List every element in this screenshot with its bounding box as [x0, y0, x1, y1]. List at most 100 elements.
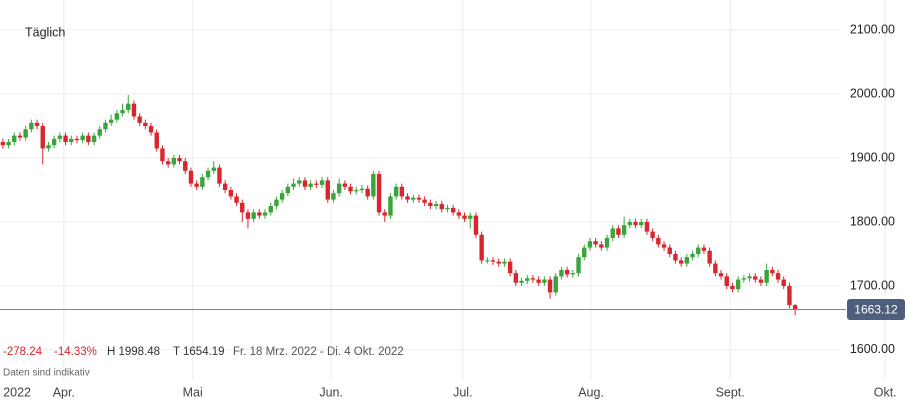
candle-body	[730, 285, 735, 290]
candle-body	[51, 138, 57, 146]
candle-body	[667, 247, 672, 254]
period-high: H 1998.48	[107, 346, 160, 358]
candle-body	[325, 180, 330, 200]
candle-body	[297, 180, 302, 184]
candle-body	[382, 212, 387, 216]
y-tick-label: 1800.00	[850, 214, 895, 228]
y-tick-label: 1700.00	[850, 278, 895, 292]
candle-body	[616, 228, 621, 235]
candle-body	[530, 278, 536, 280]
period-low: T 1654.19	[173, 346, 225, 358]
candle-body	[593, 241, 598, 245]
candle-body	[587, 241, 593, 248]
candle-body	[371, 174, 376, 197]
date-range: Fr. 18 Mrz. 2022 - Di. 4 Okt. 2022	[233, 346, 404, 358]
candle-body	[507, 261, 513, 274]
candle-body	[40, 126, 45, 149]
candle-body	[570, 273, 576, 275]
candle-body	[433, 204, 439, 206]
candle-body	[422, 199, 427, 203]
candle-body	[678, 260, 684, 264]
candle-body	[661, 244, 667, 248]
x-tick-label: Jun.	[319, 385, 343, 399]
candle-body	[485, 260, 490, 262]
y-tick-label: 1900.00	[850, 150, 895, 164]
candle-body	[57, 135, 63, 139]
candle-body	[331, 193, 336, 200]
candle-body	[177, 158, 182, 162]
candle-body	[319, 180, 325, 185]
candle-body	[336, 183, 342, 194]
candle-body	[245, 212, 251, 219]
candle-body	[131, 103, 137, 117]
candle-body	[713, 263, 718, 274]
candle-body	[639, 221, 644, 226]
change: -278.24	[3, 346, 43, 358]
candle-body	[468, 215, 473, 219]
candle-body	[137, 116, 142, 123]
candle-body	[621, 225, 627, 235]
candle-body	[753, 276, 758, 280]
candle-body	[490, 260, 496, 262]
candle-body	[234, 196, 239, 203]
candle-body	[633, 221, 638, 226]
candle-body	[91, 135, 97, 143]
candle-body	[46, 145, 51, 149]
candle-body	[604, 237, 610, 248]
candle-body	[656, 237, 661, 245]
candle-body	[314, 183, 319, 185]
candle-body	[644, 221, 650, 232]
candle-body	[735, 279, 741, 290]
candle-body	[758, 279, 764, 283]
candle-body	[17, 135, 23, 138]
candle-body	[610, 228, 615, 238]
candle-body	[718, 273, 724, 277]
candle-body	[354, 190, 359, 192]
candle-body	[342, 183, 348, 187]
candle-body	[120, 110, 125, 114]
candle-body	[183, 161, 188, 171]
candle-body	[684, 257, 690, 264]
candle-body	[775, 273, 781, 280]
candle-body	[154, 132, 159, 149]
candle-body	[23, 129, 28, 138]
candle-body	[86, 135, 91, 143]
x-tick-label: Apr.	[53, 385, 75, 399]
candle-body	[673, 253, 678, 261]
candle-body	[542, 279, 547, 283]
candle-body	[564, 269, 570, 275]
x-tick-label: Jul.	[453, 385, 472, 399]
y-tick-label: 1600.00	[850, 342, 895, 356]
candle-body	[479, 234, 484, 261]
candle-body	[171, 158, 177, 165]
last-price-box	[847, 299, 905, 321]
candle-body	[764, 269, 769, 283]
candle-body	[274, 199, 279, 206]
candle-body	[143, 122, 148, 127]
last-price-label: 1663.12	[854, 303, 898, 317]
candle-body	[393, 186, 399, 197]
candle-body	[536, 279, 541, 283]
candle-body	[525, 278, 530, 281]
candle-body	[741, 278, 747, 280]
candle-body	[388, 196, 393, 216]
candle-body	[262, 212, 268, 216]
candle-body	[188, 170, 194, 184]
candle-body	[205, 170, 211, 178]
disclaimer: Daten sind indikativ	[3, 368, 90, 379]
candle-body	[63, 135, 68, 143]
candle-body	[513, 273, 519, 283]
candle-body	[103, 122, 108, 130]
candle-body	[553, 276, 558, 293]
candle-body	[268, 205, 273, 213]
x-tick-label: Okt.	[874, 385, 897, 399]
candle-body	[29, 122, 34, 130]
candle-body	[473, 215, 479, 235]
candle-body	[74, 138, 80, 141]
candle-body	[359, 188, 365, 190]
candle-body	[34, 122, 40, 127]
candle-body	[279, 193, 285, 200]
candle-body	[108, 119, 114, 123]
candles-layer	[0, 95, 798, 316]
